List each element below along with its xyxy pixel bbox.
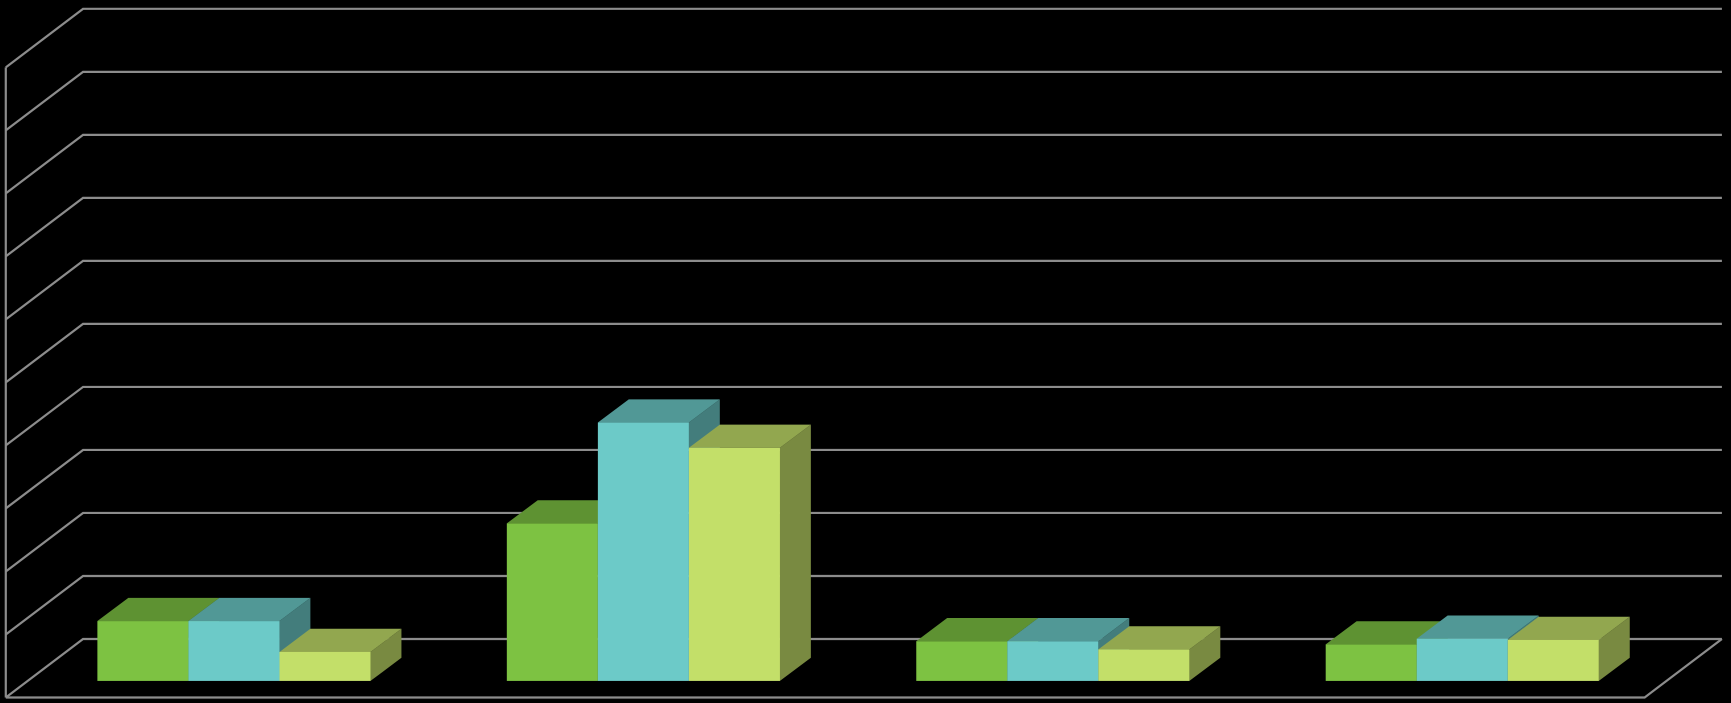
- bar-top: [97, 597, 220, 622]
- bar: [1325, 644, 1417, 681]
- bar-top: [1507, 616, 1630, 640]
- grid-line: [5, 511, 1722, 573]
- bar: [279, 651, 371, 681]
- bar: [506, 523, 598, 681]
- bar-top: [279, 628, 402, 652]
- bar-top: [1007, 618, 1130, 642]
- bar-side: [1598, 616, 1630, 681]
- bar: [1507, 639, 1599, 681]
- bar: [916, 641, 1008, 681]
- bar-top: [1416, 615, 1539, 639]
- grid-line: [5, 7, 1722, 69]
- bar-top: [188, 597, 311, 622]
- grid-line: [5, 574, 1722, 636]
- grid-line: [5, 133, 1722, 195]
- grid-line: [5, 259, 1722, 321]
- grid-line: [5, 70, 1722, 132]
- bar-side: [1189, 626, 1221, 681]
- bar-top: [916, 618, 1039, 642]
- bar: [188, 621, 280, 681]
- bar: [1098, 649, 1190, 681]
- bar: [1416, 638, 1508, 681]
- grid-line: [5, 322, 1722, 384]
- bar-top: [597, 399, 720, 423]
- bar: [688, 447, 780, 681]
- grid-line: [5, 448, 1722, 510]
- bar-side: [779, 424, 811, 681]
- bar: [1007, 641, 1099, 681]
- bar-top: [1098, 626, 1221, 650]
- bar: [597, 422, 689, 681]
- bar-top: [688, 424, 811, 448]
- bar: [97, 621, 189, 681]
- bar-side: [370, 628, 402, 681]
- grid-line: [5, 385, 1722, 447]
- grid-line: [5, 196, 1722, 258]
- floor-edge: [5, 638, 1723, 699]
